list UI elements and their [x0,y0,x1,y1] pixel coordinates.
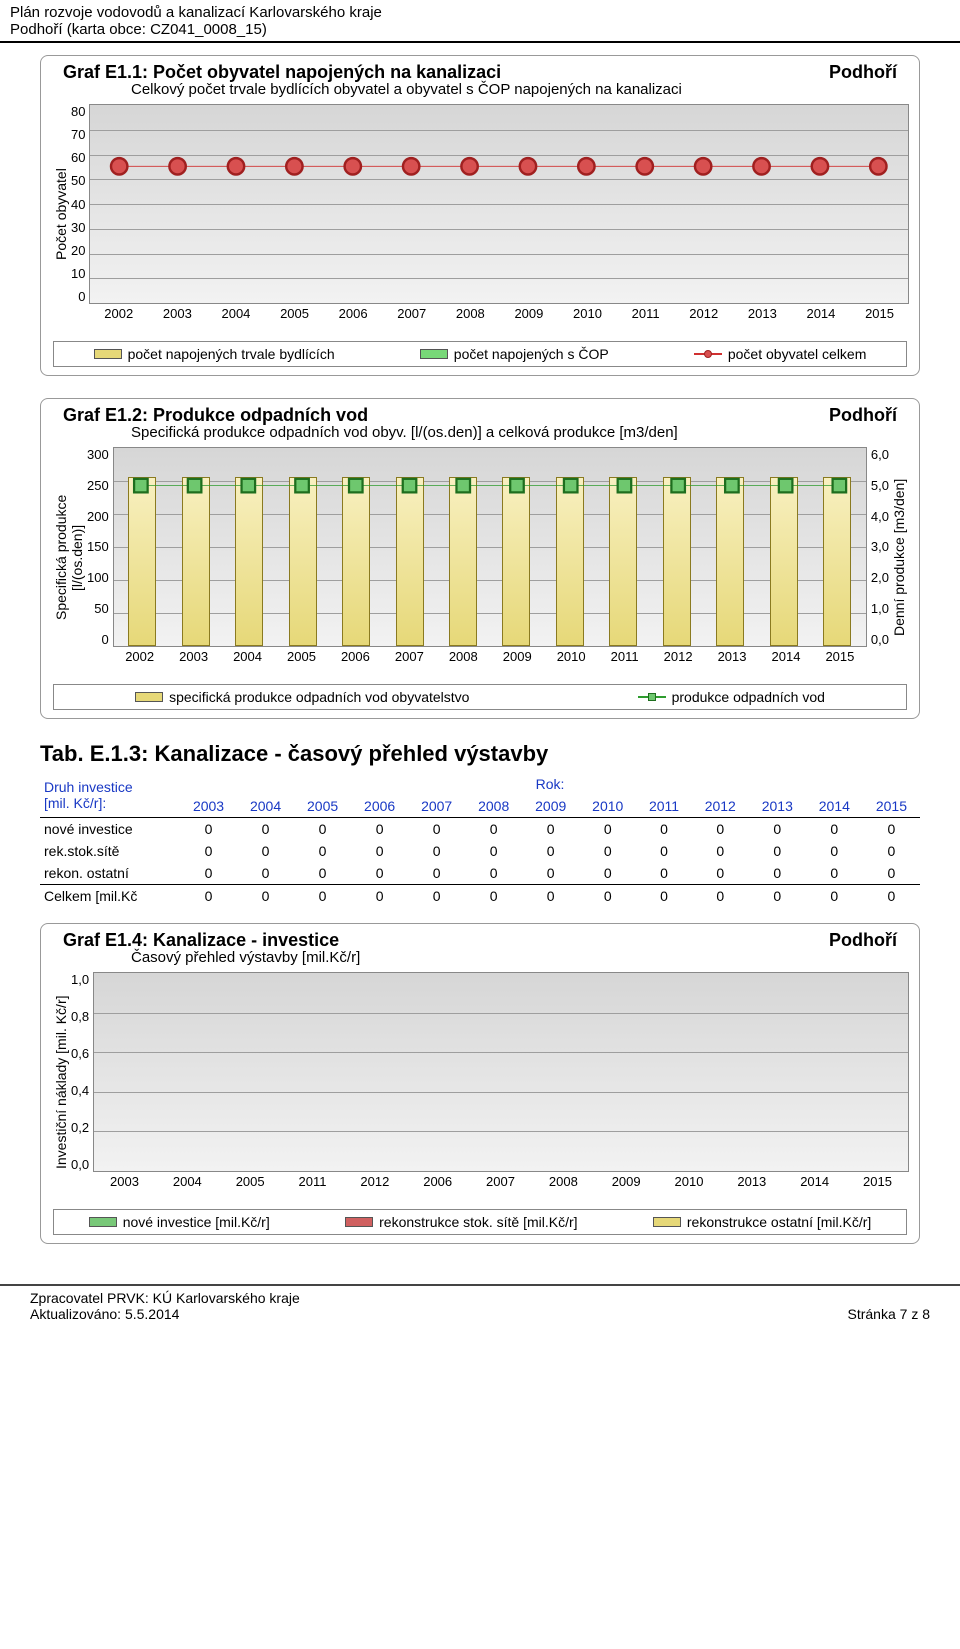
legend-item-ostatni: rekonstrukce ostatní [mil.Kč/r] [653,1214,871,1230]
chart2-yticks-right: 6,05,04,03,02,01,00,0 [867,447,889,647]
content: Graf E1.1: Počet obyvatel napojených na … [0,43,960,1244]
chart1-plot [89,104,909,304]
chart1-location: Podhoří [829,62,897,83]
chart3-yticks: 1,00,80,60,40,20,0 [71,972,93,1172]
chart3-legend: nové investice [mil.Kč/r] rekonstrukce s… [53,1209,907,1235]
legend-item-stok: rekonstrukce stok. sítě [mil.Kč/r] [345,1214,577,1230]
header-line2: Podhoří (karta obce: CZ041_0008_15) [10,21,950,38]
chart2-ylabel-right: Denní produkce [m3/den] [889,447,909,668]
footer-left1: Zpracovatel PRVK: KÚ Karlovarského kraje [30,1290,300,1306]
chart3-subtitle: Časový přehled výstavby [mil.Kč/r] [41,949,919,968]
chart1-title: Graf E1.1: Počet obyvatel napojených na … [63,62,501,83]
chart-e1-2: Graf E1.2: Produkce odpadních vod Podhoř… [40,398,920,719]
chart-e1-4: Graf E1.4: Kanalizace - investice Podhoř… [40,923,920,1244]
chart3-location: Podhoří [829,930,897,951]
chart1-yticks: 80706050403020100 [71,104,89,304]
header-line1: Plán rozvoje vodovodů a kanalizací Karlo… [10,4,950,21]
page-header: Plán rozvoje vodovodů a kanalizací Karlo… [0,0,960,43]
chart1-subtitle: Celkový počet trvale bydlících obyvatel … [41,81,919,100]
page: Plán rozvoje vodovodů a kanalizací Karlo… [0,0,960,1342]
chart3-plot [93,972,909,1172]
chart2-yticks-left: 300250200150100500 [87,447,113,647]
chart2-title: Graf E1.2: Produkce odpadních vod [63,405,368,426]
chart3-ylabel: Investiční náklady [mil. Kč/r] [51,972,71,1193]
page-footer: Zpracovatel PRVK: KÚ Karlovarského kraje… [0,1284,960,1342]
chart3-title: Graf E1.4: Kanalizace - investice [63,930,339,951]
chart2-ylabel-left: Specifická produkce [l/(os.den)] [51,447,87,668]
legend-item-nove: nové investice [mil.Kč/r] [89,1214,270,1230]
table-title: Tab. E.1.3: Kanalizace - časový přehled … [40,741,920,767]
footer-left2: Aktualizováno: 5.5.2014 [30,1306,300,1322]
chart1-ylabel: Počet obyvatel [51,104,71,325]
chart-e1-1: Graf E1.1: Počet obyvatel napojených na … [40,55,920,376]
chart3-xticks: 2003200420052011201220062007200820092010… [93,1172,909,1193]
chart2-subtitle: Specifická produkce odpadních vod obyv. … [41,424,919,443]
chart2-location: Podhoří [829,405,897,426]
table-e1-3: Druh investice [mil. Kč/r]:Rok:200320042… [40,773,920,907]
footer-right: Stránka 7 z 8 [848,1306,931,1322]
chart2-plot [113,447,867,647]
